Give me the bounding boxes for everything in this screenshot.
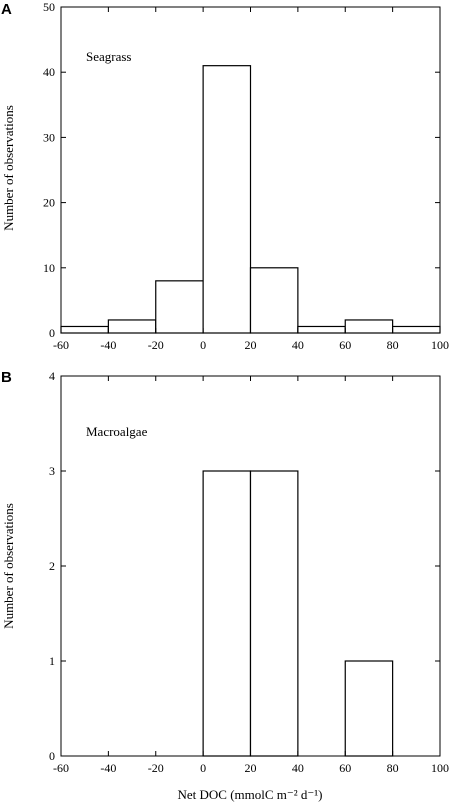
panel-a-x-tick-label: 40 <box>292 338 304 352</box>
panel-b-y-tick-label: 3 <box>49 464 55 478</box>
panel-a-x-tick-label: 60 <box>339 338 351 352</box>
panel-a-x-tick-label: 0 <box>200 338 206 352</box>
panel-a-y-tick-label: 10 <box>43 261 55 275</box>
panel-b-letter: B <box>1 369 12 386</box>
panel-a-y-tick-label: 0 <box>49 326 55 340</box>
panel-b-title: Macroalgae <box>86 424 148 439</box>
panel-b-bar <box>202 470 252 757</box>
panel-a-x-tick-label: -40 <box>100 338 116 352</box>
panel-a-letter: A <box>1 1 12 18</box>
panel-b-x-tick-label: 20 <box>245 761 257 775</box>
panel-b-y-tick-label: 2 <box>49 559 55 573</box>
panel-b-plot-frame <box>60 375 441 757</box>
panel-b-bar <box>344 660 394 757</box>
panel-a-y-tick-label: 40 <box>43 65 55 79</box>
panel-a-bar <box>344 319 394 334</box>
panel-b-macroalgae: B Macroalgae Number of observations Net … <box>1 369 449 802</box>
panel-a-plot-frame <box>60 6 441 334</box>
panel-b-x-tick-label: 40 <box>292 761 304 775</box>
panel-b-x-tick-label: 60 <box>339 761 351 775</box>
panel-b-x-tick-label: -60 <box>53 761 69 775</box>
panel-b-x-tick-label: -40 <box>100 761 116 775</box>
panel-a-bar <box>392 325 441 334</box>
panel-a-x-tick-label: -20 <box>148 338 164 352</box>
panel-a-x-tick-label: 20 <box>245 338 257 352</box>
panel-a-title: Seagrass <box>86 49 132 64</box>
panel-a-x-tick-label: 100 <box>431 338 449 352</box>
panel-a-bar <box>60 325 109 334</box>
panel-b-y-tick-label: 0 <box>49 749 55 763</box>
panel-b-x-axis-title: Net DOC (mmolC m⁻² d⁻¹) <box>177 787 322 802</box>
panel-a-y-tick-label: 20 <box>43 196 55 210</box>
panel-a-x-tick-label: 80 <box>387 338 399 352</box>
panel-a-y-tick-label: 50 <box>43 0 55 14</box>
panel-b-y-axis-title: Number of observations <box>1 503 16 629</box>
panel-b-bar <box>249 470 299 757</box>
panel-b-y-tick-label: 1 <box>49 654 55 668</box>
panel-a-bars <box>60 65 441 334</box>
panel-b-ticks: -60 -40 -20 0 20 40 60 80 100 0 1 2 3 4 <box>49 369 449 775</box>
panel-a-bar <box>155 280 204 334</box>
panel-a-bar <box>297 325 346 334</box>
panel-a-ticks: -60 -40 -20 0 20 40 60 80 100 0 10 20 30 40 50 <box>43 0 449 352</box>
panel-a-y-tick-label: 30 <box>43 130 55 144</box>
panel-a-y-axis-title: Number of observations <box>1 105 16 231</box>
panel-b-x-tick-label: 0 <box>200 761 206 775</box>
panel-a-bar <box>249 267 299 334</box>
panel-b-x-tick-label: 80 <box>387 761 399 775</box>
panel-b-bars <box>202 470 394 757</box>
panel-a-x-tick-label: -60 <box>53 338 69 352</box>
panel-b-x-tick-label: -20 <box>148 761 164 775</box>
panel-b-x-tick-label: 100 <box>431 761 449 775</box>
panel-b-y-tick-label: 4 <box>49 369 55 383</box>
panel-a-bar <box>202 65 252 334</box>
panel-a-bar <box>107 319 157 334</box>
panel-a-seagrass: A Seagrass Number of observations -60 -40… <box>1 0 449 352</box>
